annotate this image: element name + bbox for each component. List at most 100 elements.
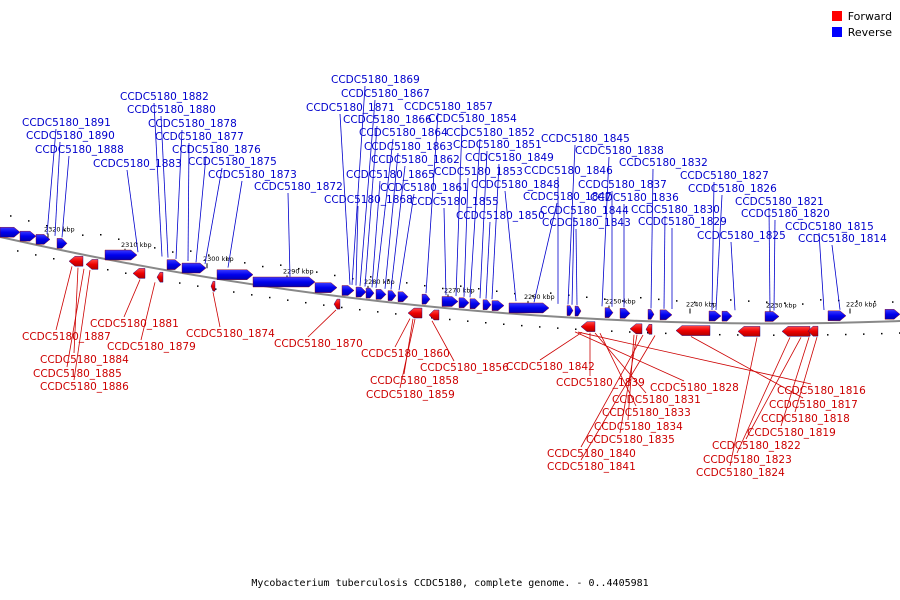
reverse-gene-arrow-4[interactable] [56, 238, 68, 249]
gene-label-ccdc5180-1836[interactable]: CCDC5180_1836 [590, 192, 679, 204]
gene-label-ccdc5180-1869[interactable]: CCDC5180_1869 [331, 74, 420, 86]
gene-label-ccdc5180-1881[interactable]: CCDC5180_1881 [90, 318, 179, 330]
gene-label-ccdc5180-1830[interactable]: CCDC5180_1830 [631, 204, 720, 216]
gene-label-ccdc5180-1867[interactable]: CCDC5180_1867 [341, 88, 430, 100]
gene-label-ccdc5180-1885[interactable]: CCDC5180_1885 [33, 368, 122, 380]
gene-label-ccdc5180-1865[interactable]: CCDC5180_1865 [346, 169, 435, 181]
gene-label-ccdc5180-1850[interactable]: CCDC5180_1850 [456, 210, 545, 222]
gene-label-ccdc5180-1866[interactable]: CCDC5180_1866 [343, 114, 432, 126]
gene-label-ccdc5180-1872[interactable]: CCDC5180_1872 [254, 181, 343, 193]
gene-label-ccdc5180-1883[interactable]: CCDC5180_1883 [93, 158, 182, 170]
gene-label-ccdc5180-1847[interactable]: CCDC5180_1847 [523, 191, 612, 203]
gene-label-ccdc5180-1819[interactable]: CCDC5180_1819 [747, 427, 836, 439]
gene-label-ccdc5180-1862[interactable]: CCDC5180_1862 [371, 154, 460, 166]
gene-label-ccdc5180-1845[interactable]: CCDC5180_1845 [541, 133, 630, 145]
gene-label-ccdc5180-1840[interactable]: CCDC5180_1840 [547, 448, 636, 460]
gene-label-ccdc5180-1853[interactable]: CCDC5180_1853 [434, 166, 523, 178]
gene-label-ccdc5180-1887[interactable]: CCDC5180_1887 [22, 331, 111, 343]
gene-label-ccdc5180-1858[interactable]: CCDC5180_1858 [370, 375, 459, 387]
forward-gene-arrow-14[interactable] [781, 326, 811, 337]
gene-label-ccdc5180-1857[interactable]: CCDC5180_1857 [404, 101, 493, 113]
reverse-gene-arrow-22[interactable] [491, 300, 505, 311]
reverse-gene-arrow-16[interactable] [397, 291, 409, 302]
reverse-gene-arrow-29[interactable] [659, 309, 673, 321]
gene-label-ccdc5180-1841[interactable]: CCDC5180_1841 [547, 461, 636, 473]
gene-label-ccdc5180-1882[interactable]: CCDC5180_1882 [120, 91, 209, 103]
reverse-gene-arrow-26[interactable] [604, 307, 614, 318]
gene-label-ccdc5180-1815[interactable]: CCDC5180_1815 [785, 221, 874, 233]
reverse-gene-arrow-17[interactable] [421, 293, 431, 305]
gene-label-ccdc5180-1843[interactable]: CCDC5180_1843 [542, 217, 631, 229]
reverse-gene-arrow-27[interactable] [619, 308, 631, 319]
gene-label-ccdc5180-1835[interactable]: CCDC5180_1835 [586, 434, 675, 446]
gene-label-ccdc5180-1827[interactable]: CCDC5180_1827 [680, 170, 769, 182]
reverse-gene-arrow-10[interactable] [314, 282, 338, 293]
gene-label-ccdc5180-1859[interactable]: CCDC5180_1859 [366, 389, 455, 401]
forward-gene-arrow-2[interactable] [85, 259, 99, 270]
forward-gene-arrow-9[interactable] [580, 321, 596, 332]
gene-label-ccdc5180-1820[interactable]: CCDC5180_1820 [741, 208, 830, 220]
gene-label-ccdc5180-1833[interactable]: CCDC5180_1833 [602, 407, 691, 419]
gene-label-ccdc5180-1863[interactable]: CCDC5180_1863 [364, 141, 453, 153]
reverse-gene-arrow-11[interactable] [341, 285, 355, 296]
reverse-gene-arrow-6[interactable] [166, 259, 182, 270]
gene-label-ccdc5180-1832[interactable]: CCDC5180_1832 [619, 157, 708, 169]
gene-label-ccdc5180-1831[interactable]: CCDC5180_1831 [612, 394, 701, 406]
gene-label-ccdc5180-1834[interactable]: CCDC5180_1834 [594, 421, 683, 433]
forward-gene-arrow-7[interactable] [407, 307, 423, 319]
reverse-gene-arrow-2[interactable] [19, 230, 37, 242]
gene-label-ccdc5180-1879[interactable]: CCDC5180_1879 [107, 341, 196, 353]
gene-label-ccdc5180-1856[interactable]: CCDC5180_1856 [420, 362, 509, 374]
gene-label-ccdc5180-1861[interactable]: CCDC5180_1861 [380, 182, 469, 194]
reverse-gene-arrow-24[interactable] [566, 305, 574, 316]
gene-label-ccdc5180-1814[interactable]: CCDC5180_1814 [798, 233, 887, 245]
reverse-gene-arrow-19[interactable] [458, 297, 470, 308]
forward-gene-arrow-13[interactable] [737, 326, 761, 337]
reverse-gene-arrow-33[interactable] [827, 310, 847, 322]
gene-label-ccdc5180-1878[interactable]: CCDC5180_1878 [148, 118, 237, 130]
reverse-gene-arrow-31[interactable] [721, 310, 733, 322]
forward-gene-arrow-8[interactable] [428, 309, 440, 321]
forward-gene-arrow-15[interactable] [807, 325, 819, 337]
gene-label-ccdc5180-1876[interactable]: CCDC5180_1876 [172, 144, 261, 156]
reverse-gene-arrow-9[interactable] [252, 276, 316, 288]
gene-label-ccdc5180-1822[interactable]: CCDC5180_1822 [712, 440, 801, 452]
reverse-gene-arrow-1[interactable] [0, 227, 21, 238]
forward-gene-arrow-6[interactable] [333, 298, 341, 310]
gene-label-ccdc5180-1886[interactable]: CCDC5180_1886 [40, 381, 129, 393]
gene-label-ccdc5180-1864[interactable]: CCDC5180_1864 [359, 127, 448, 139]
reverse-gene-arrow-3[interactable] [35, 234, 51, 245]
reverse-gene-arrow-23[interactable] [508, 302, 550, 314]
gene-label-ccdc5180-1828[interactable]: CCDC5180_1828 [650, 382, 739, 394]
gene-label-ccdc5180-1838[interactable]: CCDC5180_1838 [575, 145, 664, 157]
gene-label-ccdc5180-1877[interactable]: CCDC5180_1877 [155, 131, 244, 143]
reverse-gene-arrow-12[interactable] [355, 286, 367, 298]
reverse-gene-arrow-30[interactable] [708, 310, 722, 322]
reverse-gene-arrow-5[interactable] [104, 249, 138, 261]
forward-gene-arrow-3[interactable] [132, 268, 146, 279]
gene-label-ccdc5180-1874[interactable]: CCDC5180_1874 [186, 328, 275, 340]
gene-label-ccdc5180-1868[interactable]: CCDC5180_1868 [324, 194, 413, 206]
gene-label-ccdc5180-1860[interactable]: CCDC5180_1860 [361, 348, 450, 360]
gene-label-ccdc5180-1818[interactable]: CCDC5180_1818 [761, 413, 850, 425]
gene-label-ccdc5180-1891[interactable]: CCDC5180_1891 [22, 117, 111, 129]
gene-label-ccdc5180-1890[interactable]: CCDC5180_1890 [26, 130, 115, 142]
gene-label-ccdc5180-1844[interactable]: CCDC5180_1844 [540, 205, 629, 217]
gene-label-ccdc5180-1852[interactable]: CCDC5180_1852 [446, 127, 535, 139]
reverse-gene-arrow-15[interactable] [387, 290, 397, 301]
gene-label-ccdc5180-1880[interactable]: CCDC5180_1880 [127, 104, 216, 116]
forward-gene-arrow-4[interactable] [156, 271, 164, 283]
gene-label-ccdc5180-1848[interactable]: CCDC5180_1848 [471, 179, 560, 191]
gene-label-ccdc5180-1888[interactable]: CCDC5180_1888 [35, 144, 124, 156]
gene-label-ccdc5180-1851[interactable]: CCDC5180_1851 [453, 139, 542, 151]
forward-gene-arrow-12[interactable] [675, 325, 711, 336]
reverse-gene-arrow-28[interactable] [647, 309, 655, 320]
forward-gene-arrow-10[interactable] [629, 323, 643, 335]
gene-label-ccdc5180-1824[interactable]: CCDC5180_1824 [696, 467, 785, 479]
reverse-gene-arrow-34[interactable] [884, 309, 900, 320]
forward-gene-arrow-5[interactable] [210, 280, 216, 292]
gene-label-ccdc5180-1825[interactable]: CCDC5180_1825 [697, 230, 786, 242]
gene-label-ccdc5180-1873[interactable]: CCDC5180_1873 [208, 169, 297, 181]
gene-label-ccdc5180-1854[interactable]: CCDC5180_1854 [428, 113, 517, 125]
forward-gene-arrow-1[interactable] [68, 256, 84, 267]
